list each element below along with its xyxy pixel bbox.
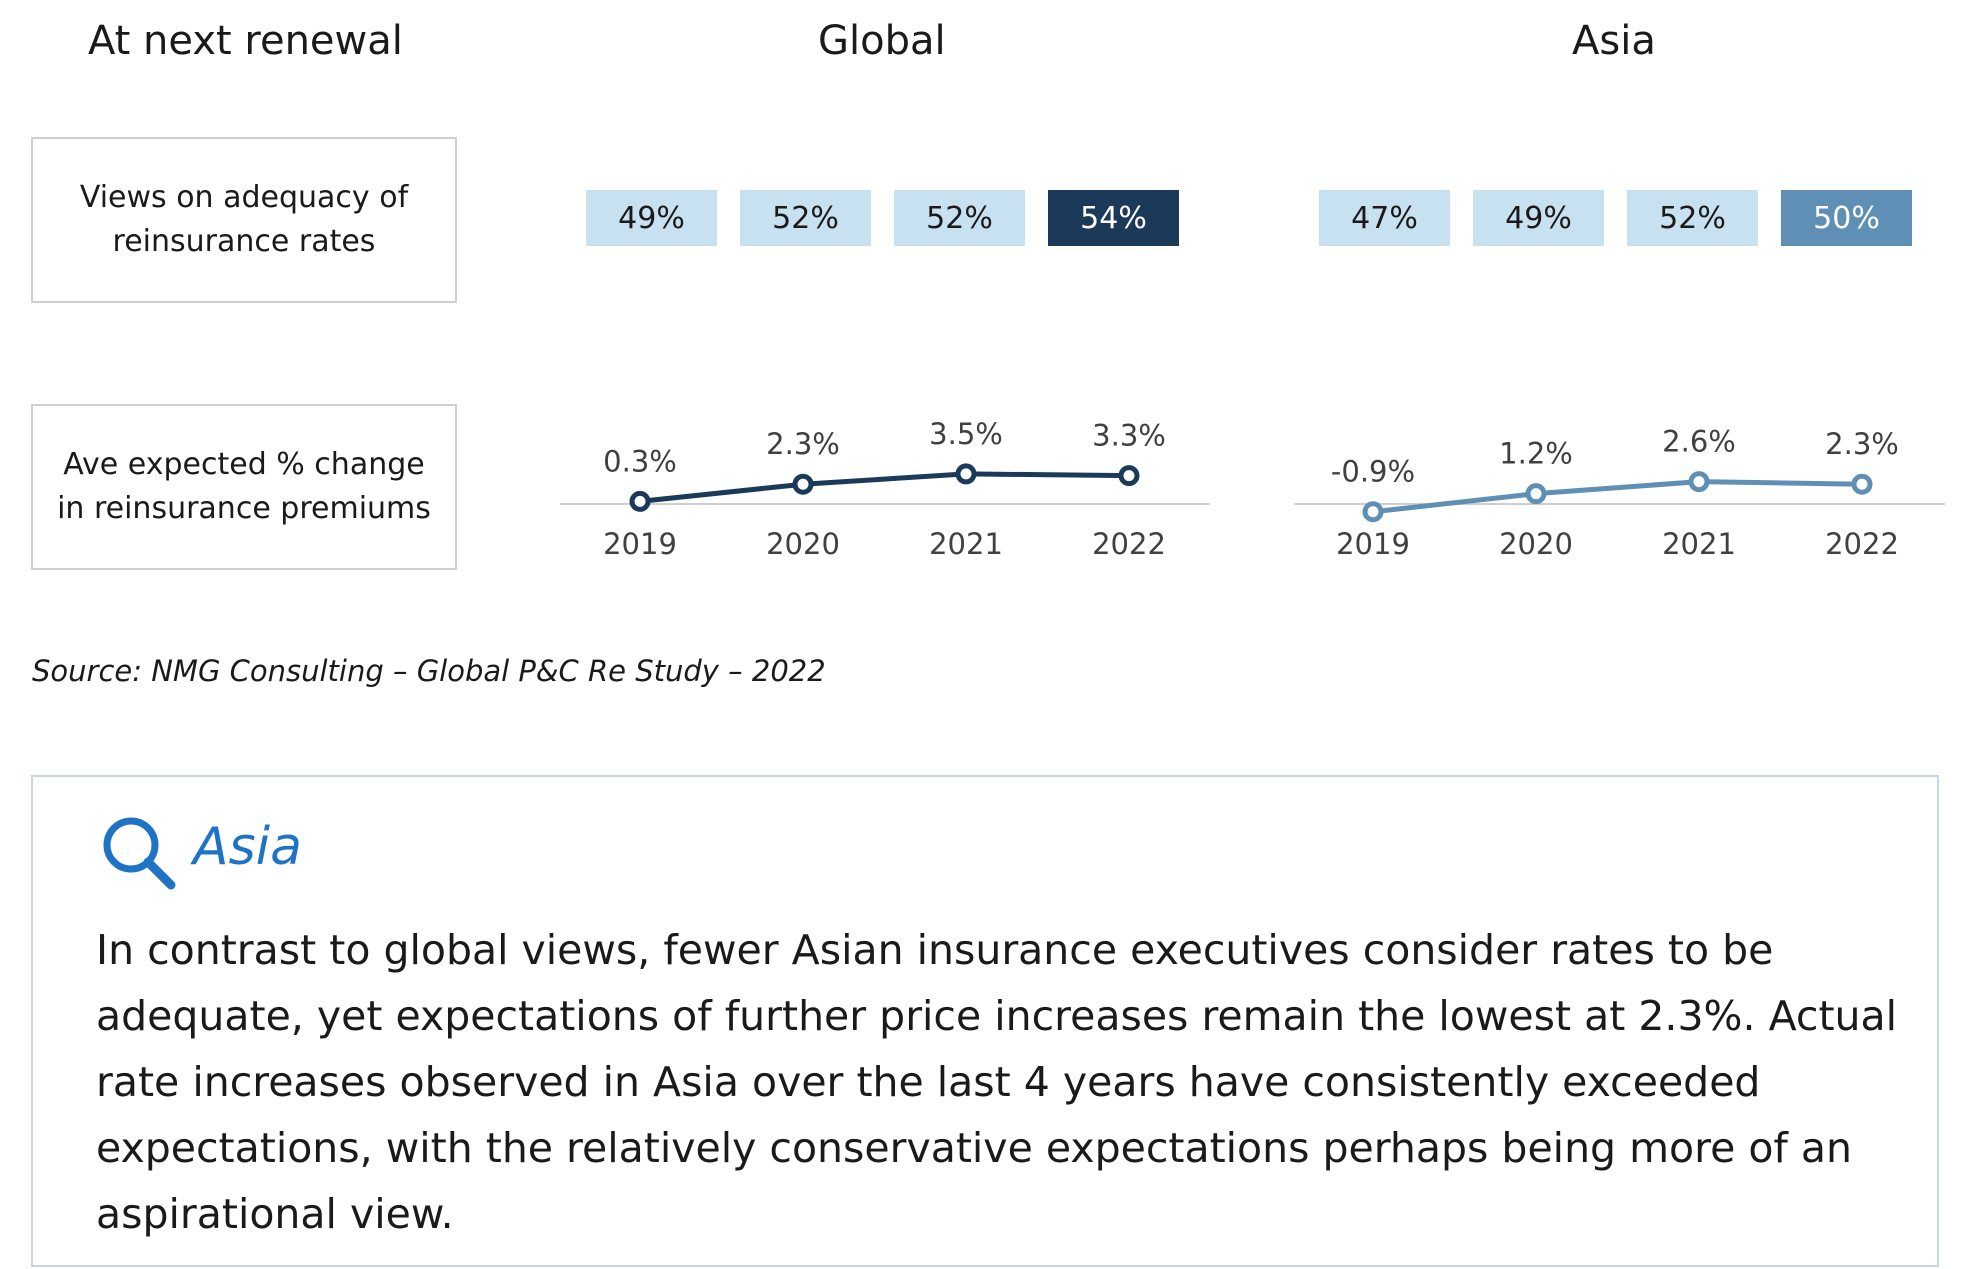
asia-x-tick-2021: 2021: [1662, 527, 1736, 561]
asia-series-line: [1370, 479, 1865, 515]
asia-data-label-2021: 2.6%: [1662, 425, 1736, 459]
asia-adequacy-pill-1: 49%: [1473, 190, 1604, 246]
global-data-label-2021: 3.5%: [929, 417, 1003, 451]
asia-adequacy-pill-3: 50%: [1781, 190, 1912, 246]
global-panel-title: Global: [818, 18, 946, 64]
asia-panel-title: Asia: [1572, 18, 1656, 64]
global-x-tick-2022: 2022: [1092, 527, 1166, 561]
global-data-label-2020: 2.3%: [766, 427, 840, 461]
asia-data-label-2020: 1.2%: [1499, 437, 1573, 471]
asia-x-tick-2019: 2019: [1336, 527, 1410, 561]
global-x-tick-2019: 2019: [603, 527, 677, 561]
global-premium-line-chart: 0.3% 2019 2.3% 2020 3.5% 2021 3.3% 2022: [560, 417, 1210, 561]
insight-box: Asia In contrast to global views, fewer …: [31, 775, 1939, 1267]
global-point-2022: [1118, 465, 1140, 487]
asia-data-label-2019: -0.9%: [1331, 455, 1415, 489]
asia-x-tick-2020: 2020: [1499, 527, 1573, 561]
global-point-2020: [792, 473, 814, 495]
global-adequacy-pill-1: 52%: [740, 190, 871, 246]
global-x-tick-2020: 2020: [766, 527, 840, 561]
global-adequacy-pill-3: 54%: [1048, 190, 1179, 246]
asia-point-2019: [1362, 501, 1384, 523]
asia-point-2020: [1525, 483, 1547, 505]
asia-premium-line-chart: -0.9% 2019 1.2% 2020 2.6% 2021 2.3% 2022: [1294, 425, 1945, 561]
insight-body: In contrast to global views, fewer Asian…: [96, 926, 1898, 1238]
global-series-line: [637, 471, 1132, 504]
asia-data-label-2022: 2.3%: [1825, 427, 1899, 461]
adequacy-row-label: Views on adequacy of reinsurance rates: [31, 137, 457, 303]
row-header-title: At next renewal: [88, 18, 403, 64]
insight-title: Asia: [193, 817, 302, 877]
magnifier-icon: [103, 817, 176, 890]
asia-adequacy-pill-2: 52%: [1627, 190, 1758, 246]
asia-point-2022: [1851, 473, 1873, 495]
asia-x-tick-2022: 2022: [1825, 527, 1899, 561]
global-point-2019: [629, 490, 651, 512]
global-x-tick-2021: 2021: [929, 527, 1003, 561]
global-point-2021: [955, 463, 977, 485]
global-data-label-2019: 0.3%: [603, 444, 677, 478]
asia-point-2021: [1688, 471, 1710, 493]
global-adequacy-pill-0: 49%: [586, 190, 717, 246]
global-adequacy-pill-2: 52%: [894, 190, 1025, 246]
asia-adequacy-pill-0: 47%: [1319, 190, 1450, 246]
premium-row-label: Ave expected % change in reinsurance pre…: [31, 404, 457, 570]
source-note: Source: NMG Consulting – Global P&C Re S…: [32, 654, 826, 688]
global-data-label-2022: 3.3%: [1092, 419, 1166, 453]
